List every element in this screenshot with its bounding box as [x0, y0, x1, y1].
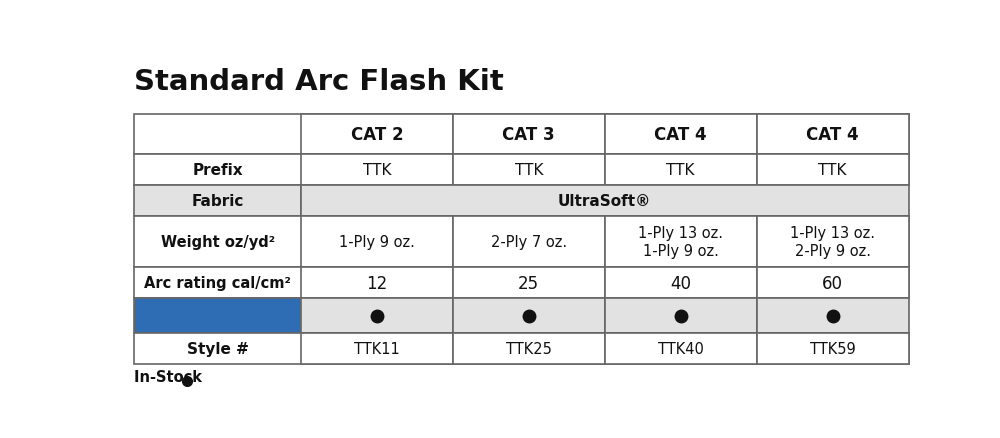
Text: TTK: TTK	[515, 163, 543, 178]
Bar	[134, 217, 909, 267]
Text: CAT 4: CAT 4	[806, 126, 859, 144]
Text: TTK: TTK	[363, 163, 391, 178]
Text: TTK59: TTK59	[810, 341, 855, 356]
Text: UltraSoft®: UltraSoft®	[558, 194, 651, 209]
Text: Style #: Style #	[187, 341, 249, 356]
Bar	[134, 115, 909, 155]
Bar	[301, 155, 453, 186]
Text: 60: 60	[822, 274, 843, 292]
Text: Arc rating cal/cm²: Arc rating cal/cm²	[144, 276, 291, 290]
Bar	[605, 115, 757, 155]
Text: 2-Ply 7 oz.: 2-Ply 7 oz.	[491, 235, 567, 250]
Text: CAT 2: CAT 2	[351, 126, 403, 144]
Bar	[605, 217, 757, 267]
Text: Standard Arc Flash Kit: Standard Arc Flash Kit	[134, 68, 504, 95]
Bar	[301, 333, 453, 364]
Bar	[453, 115, 605, 155]
Text: TTK11: TTK11	[354, 341, 400, 356]
Bar	[301, 267, 453, 298]
Text: Weight oz/yd²: Weight oz/yd²	[161, 235, 275, 250]
Bar	[301, 186, 909, 217]
Bar	[605, 155, 757, 186]
Text: 25: 25	[518, 274, 539, 292]
Bar	[301, 115, 453, 155]
Bar	[453, 217, 605, 267]
Text: 1-Ply 13 oz.
1-Ply 9 oz.: 1-Ply 13 oz. 1-Ply 9 oz.	[638, 226, 723, 258]
Text: TTK25: TTK25	[506, 341, 552, 356]
Bar	[134, 155, 909, 186]
Text: 1-Ply 9 oz.: 1-Ply 9 oz.	[339, 235, 415, 250]
Bar	[757, 267, 909, 298]
Text: Fabric: Fabric	[191, 194, 244, 209]
Bar	[757, 298, 909, 333]
Text: 40: 40	[670, 274, 691, 292]
Text: 1-Ply 13 oz.
2-Ply 9 oz.: 1-Ply 13 oz. 2-Ply 9 oz.	[790, 226, 875, 258]
Text: TTK: TTK	[666, 163, 695, 178]
Bar	[453, 333, 605, 364]
Text: Prefix: Prefix	[192, 163, 243, 178]
Bar	[301, 217, 453, 267]
Bar	[134, 186, 301, 217]
Text: TTK40: TTK40	[658, 341, 704, 356]
Text: In-Stock: In-Stock	[134, 369, 207, 384]
Text: CAT 3: CAT 3	[502, 126, 555, 144]
Bar	[453, 298, 605, 333]
Bar	[757, 115, 909, 155]
Bar	[757, 333, 909, 364]
Bar	[134, 298, 301, 333]
Text: CAT 4: CAT 4	[654, 126, 707, 144]
Text: 12: 12	[366, 274, 388, 292]
Bar	[757, 155, 909, 186]
Bar	[605, 333, 757, 364]
Text: TTK: TTK	[818, 163, 847, 178]
Bar	[301, 298, 453, 333]
Bar	[757, 217, 909, 267]
Bar	[134, 267, 909, 298]
Bar	[134, 333, 909, 364]
Bar	[453, 267, 605, 298]
Bar	[453, 155, 605, 186]
Bar	[605, 298, 757, 333]
Bar	[605, 267, 757, 298]
